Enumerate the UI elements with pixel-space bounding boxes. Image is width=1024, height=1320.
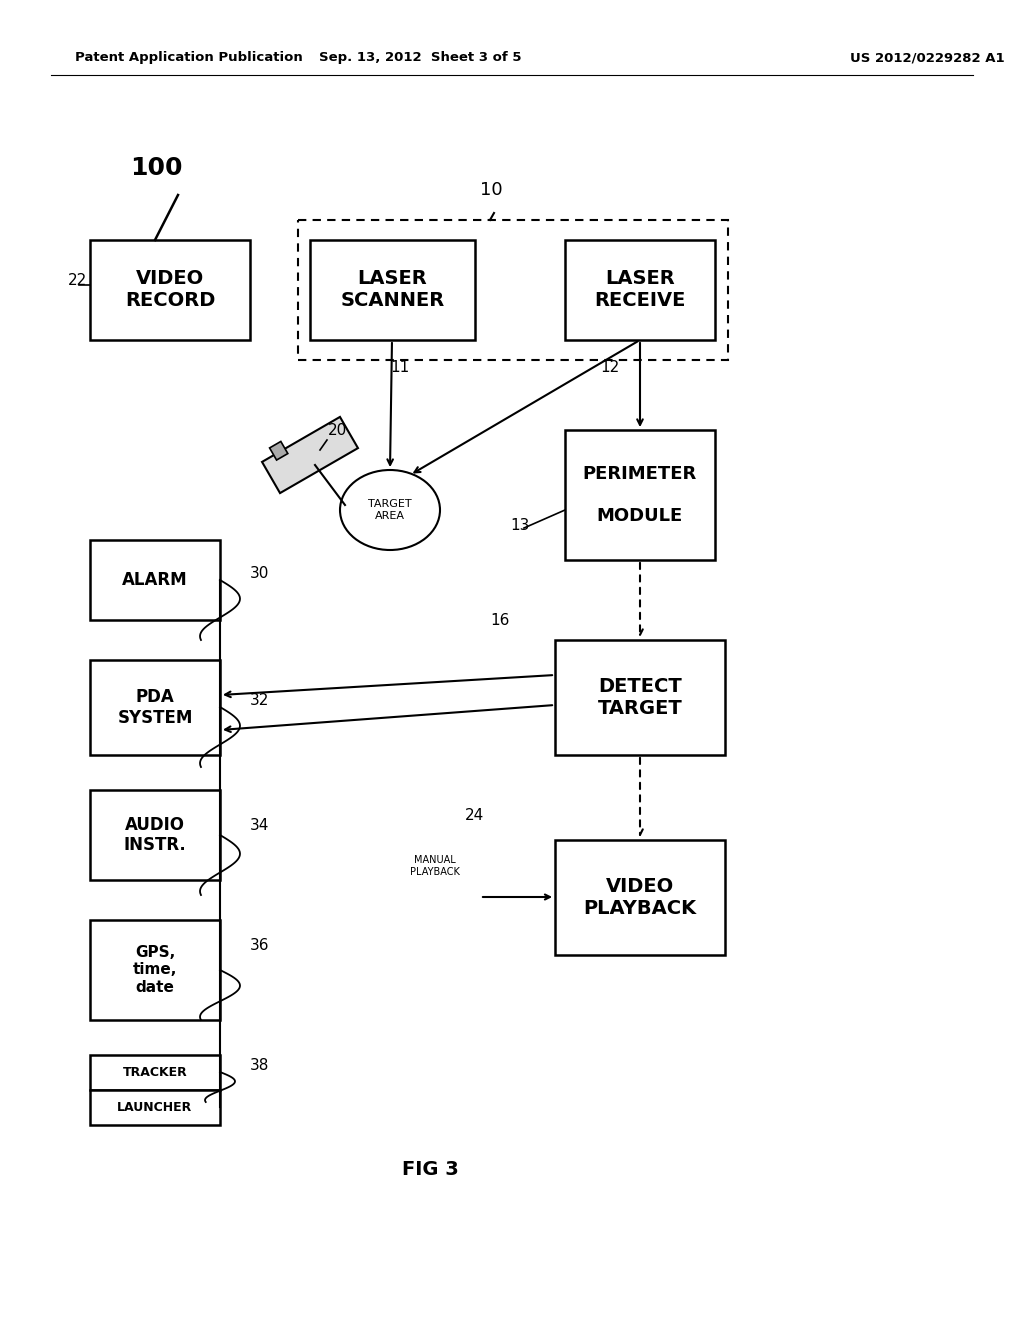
Text: MANUAL
PLAYBACK: MANUAL PLAYBACK <box>410 855 460 876</box>
FancyBboxPatch shape <box>90 1055 220 1090</box>
FancyBboxPatch shape <box>310 240 475 341</box>
Text: VIDEO
RECORD: VIDEO RECORD <box>125 269 215 310</box>
Text: DETECT
TARGET: DETECT TARGET <box>598 677 682 718</box>
FancyBboxPatch shape <box>90 240 250 341</box>
Text: Patent Application Publication: Patent Application Publication <box>75 51 303 65</box>
Text: TRACKER: TRACKER <box>123 1067 187 1078</box>
FancyBboxPatch shape <box>90 540 220 620</box>
Text: 24: 24 <box>465 808 484 822</box>
Text: 38: 38 <box>250 1059 269 1073</box>
Polygon shape <box>262 417 358 494</box>
Text: AUDIO
INSTR.: AUDIO INSTR. <box>124 816 186 854</box>
Text: GPS,
time,
date: GPS, time, date <box>133 945 177 995</box>
Ellipse shape <box>340 470 440 550</box>
Text: PDA
SYSTEM: PDA SYSTEM <box>118 688 193 727</box>
Text: 12: 12 <box>600 360 620 375</box>
Text: LAUNCHER: LAUNCHER <box>118 1101 193 1114</box>
Text: 11: 11 <box>390 360 410 375</box>
FancyBboxPatch shape <box>90 660 220 755</box>
Text: 10: 10 <box>480 181 503 199</box>
Text: 20: 20 <box>328 422 347 438</box>
FancyBboxPatch shape <box>555 640 725 755</box>
Text: LASER
RECEIVE: LASER RECEIVE <box>594 269 686 310</box>
Text: FIG 3: FIG 3 <box>401 1160 459 1179</box>
FancyBboxPatch shape <box>298 220 728 360</box>
Text: 34: 34 <box>250 818 269 833</box>
Text: 30: 30 <box>250 566 269 581</box>
Text: LASER
SCANNER: LASER SCANNER <box>340 269 444 310</box>
Text: 16: 16 <box>490 612 509 628</box>
Text: 36: 36 <box>250 939 269 953</box>
Text: US 2012/0229282 A1: US 2012/0229282 A1 <box>850 51 1005 65</box>
FancyBboxPatch shape <box>555 840 725 954</box>
Text: 32: 32 <box>250 693 269 708</box>
Text: 13: 13 <box>510 517 529 533</box>
Text: PERIMETER

MODULE: PERIMETER MODULE <box>583 465 697 525</box>
Polygon shape <box>269 441 288 461</box>
Text: 100: 100 <box>130 156 182 180</box>
Text: TARGET
AREA: TARGET AREA <box>369 499 412 521</box>
FancyBboxPatch shape <box>90 1090 220 1125</box>
FancyBboxPatch shape <box>565 430 715 560</box>
Text: ALARM: ALARM <box>122 572 187 589</box>
FancyBboxPatch shape <box>90 789 220 880</box>
FancyBboxPatch shape <box>565 240 715 341</box>
Text: VIDEO
PLAYBACK: VIDEO PLAYBACK <box>584 876 696 917</box>
Text: Sep. 13, 2012  Sheet 3 of 5: Sep. 13, 2012 Sheet 3 of 5 <box>318 51 521 65</box>
Text: 22: 22 <box>68 273 87 288</box>
FancyBboxPatch shape <box>90 920 220 1020</box>
